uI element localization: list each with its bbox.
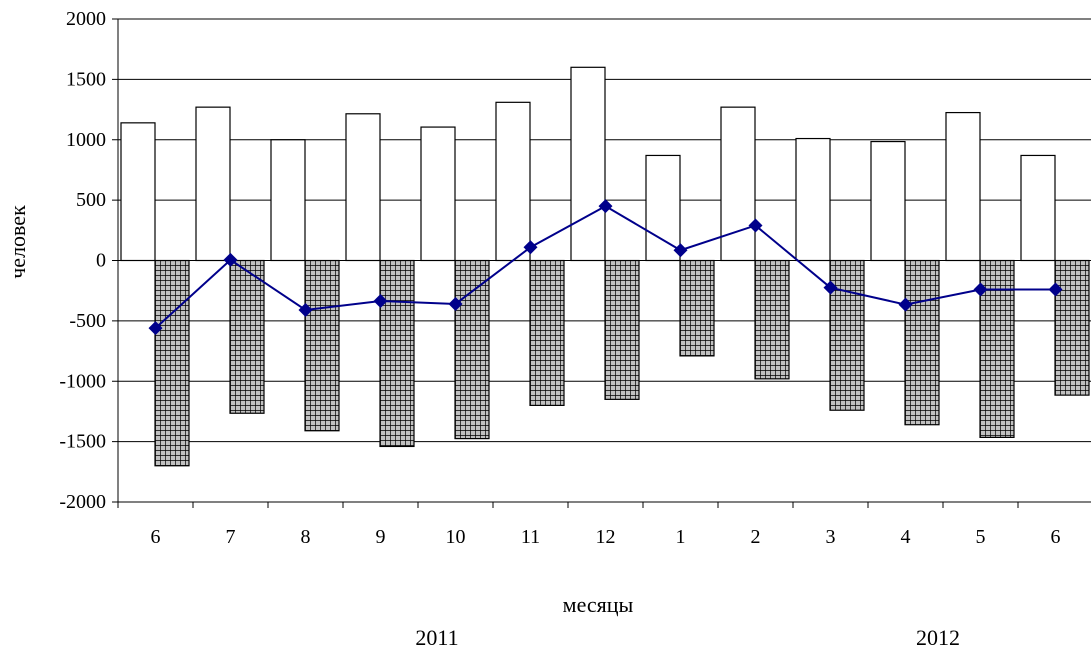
x-tick-label: 12	[596, 526, 616, 548]
line-point	[823, 280, 838, 295]
bar-white	[345, 113, 381, 262]
line-point	[898, 297, 913, 312]
y-tick-label: 1500	[66, 68, 106, 90]
tick-labels: -2000 -1500 -1000 -500 0 500 1000 1500 2000 6 7 8 9 1…	[59, 8, 1060, 548]
axes	[112, 18, 1019, 508]
line-point	[223, 252, 238, 267]
bar-hatched	[604, 259, 640, 400]
bar-hatched	[454, 259, 490, 440]
bar-white	[420, 126, 456, 262]
x-tick-label: 6	[1051, 526, 1061, 548]
line-point	[598, 199, 613, 214]
bar-white	[1020, 154, 1056, 262]
y-tick-label: 2000	[66, 8, 106, 30]
bar-white	[945, 111, 981, 262]
bar-white	[645, 154, 681, 262]
bar-white	[195, 106, 231, 262]
bar-white	[270, 139, 306, 262]
line-point	[748, 218, 763, 233]
bars	[120, 66, 1090, 467]
bar-white	[570, 66, 606, 262]
x-tick-label: 2	[751, 526, 761, 548]
y-tick-label: -1000	[59, 370, 106, 392]
bar-white	[720, 106, 756, 262]
line-point	[673, 243, 688, 258]
bar-hatched	[679, 259, 715, 357]
y-tick-label: 1000	[66, 129, 106, 151]
line-point	[298, 303, 313, 318]
line-point	[523, 240, 538, 255]
y-tick-label: -1500	[59, 431, 106, 453]
year-label-2011: 2011	[415, 625, 458, 650]
bar-hatched	[754, 259, 790, 380]
bar-white	[495, 101, 531, 262]
x-tick-label: 3	[826, 526, 836, 548]
x-tick-label: 8	[301, 526, 311, 548]
line-point	[373, 293, 388, 308]
bar-hatched	[229, 259, 265, 414]
y-tick-label: 500	[76, 189, 106, 211]
year-label-2012: 2012	[916, 625, 960, 650]
y-tick-label: -2000	[59, 491, 106, 513]
line-point	[448, 296, 463, 311]
bar-hatched	[154, 259, 190, 467]
bar-white	[795, 137, 831, 262]
y-tick-label: 0	[96, 250, 106, 272]
y-axis-title: человек	[5, 205, 30, 279]
bar-hatched	[379, 259, 415, 448]
bar-hatched	[829, 259, 865, 411]
line-point	[148, 321, 163, 336]
line-series	[148, 199, 1063, 336]
x-tick-label: 1	[676, 526, 686, 548]
bar-hatched	[979, 259, 1015, 438]
bar-hatched	[1054, 259, 1090, 396]
x-tick-label: 5	[976, 526, 986, 548]
x-tick-label: 10	[446, 526, 466, 548]
bar-hatched	[529, 259, 565, 406]
line-point	[973, 282, 988, 297]
bar-hatched	[304, 259, 340, 432]
bar-white	[120, 122, 156, 262]
x-tick-label: 11	[521, 526, 540, 548]
y-tick-label: -500	[69, 310, 106, 332]
x-tick-label: 7	[226, 526, 236, 548]
line-point	[1048, 282, 1063, 297]
x-axis-title: месяцы	[563, 592, 634, 617]
bar-white	[870, 140, 906, 262]
x-tick-label: 4	[901, 526, 911, 548]
bar-hatched	[904, 259, 940, 426]
x-tick-label: 6	[151, 526, 161, 548]
x-tick-label: 9	[376, 526, 386, 548]
